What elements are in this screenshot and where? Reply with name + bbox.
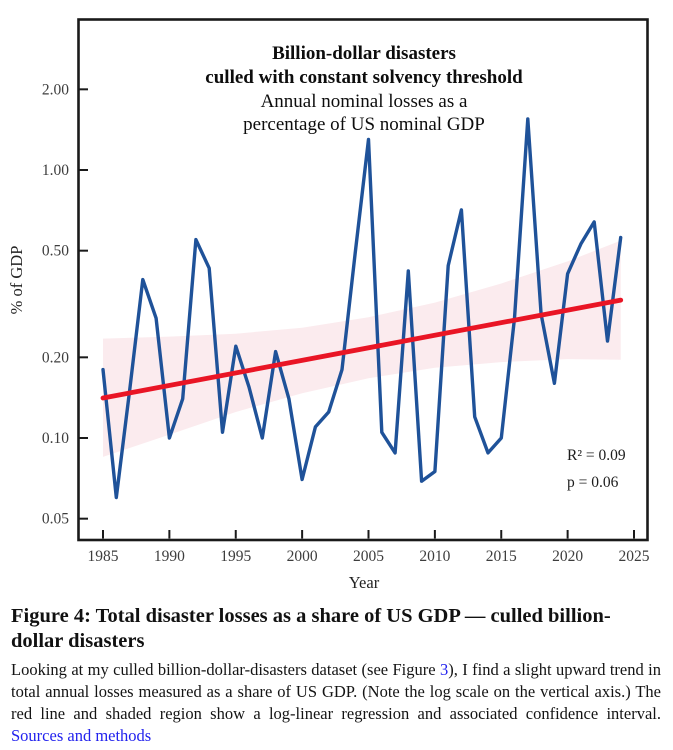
trend-line	[100, 297, 624, 401]
figure-3-link[interactable]: 3	[439, 660, 449, 679]
chart-subtitle-line1: Annual nominal losses as a	[261, 91, 468, 112]
x-tick-label: 2005	[353, 548, 384, 565]
y-tick-label: 0.50	[42, 243, 69, 260]
chart-title-line1: Billion-dollar disasters	[272, 43, 456, 64]
plot-border	[77, 18, 649, 542]
x-axis-tick-labels: 1985 1990 1995 2000 2005 2010 2015 2020 2025	[88, 548, 650, 565]
x-axis-ticks	[102, 530, 635, 539]
x-tick-label: 2000	[287, 548, 318, 565]
x-tick-label: 2020	[552, 548, 583, 565]
caption-body: Looking at my culled billion-dollar-disa…	[11, 659, 661, 747]
y-tick-label: 1.00	[42, 162, 69, 179]
x-tick-label: 2010	[419, 548, 450, 565]
figure-caption: Figure 4: Total disaster losses as a sha…	[0, 600, 673, 747]
y-axis-title: % of GDP	[7, 246, 26, 315]
caption-heading: Figure 4: Total disaster losses as a sha…	[11, 605, 611, 652]
caption-text-1: Looking at my culled billion-dollar-disa…	[11, 660, 440, 679]
caption-text-2: ), I find a slight upward trend in total…	[11, 660, 661, 723]
y-axis-tick-labels: 2.00 1.00 0.50 0.20 0.10 0.05	[42, 81, 69, 527]
y-tick-label: 0.05	[42, 511, 69, 528]
chart-title-line2: culled with constant solvency threshold	[205, 67, 523, 88]
x-tick-label: 2015	[486, 548, 517, 565]
x-tick-label: 2025	[619, 548, 650, 565]
p-value-annotation: p = 0.06	[567, 474, 619, 491]
r-squared-annotation: R² = 0.09	[567, 447, 626, 464]
sources-and-methods-link[interactable]: Sources and methods	[11, 726, 152, 745]
x-tick-label: 1990	[154, 548, 185, 565]
x-tick-label: 1995	[220, 548, 251, 565]
y-axis-ticks	[79, 88, 88, 520]
x-tick-label: 1985	[88, 548, 119, 565]
y-tick-label: 2.00	[42, 81, 69, 98]
y-tick-label: 0.10	[42, 430, 69, 447]
chart-canvas: 2.00 1.00 0.50 0.20 0.10 0.05 1985 1990 1995 200…	[7, 18, 650, 592]
x-axis-title: Year	[349, 573, 380, 592]
y-tick-label: 0.20	[42, 349, 69, 366]
chart-subtitle-line2: percentage of US nominal GDP	[243, 114, 485, 135]
losses-series-line	[101, 117, 623, 500]
